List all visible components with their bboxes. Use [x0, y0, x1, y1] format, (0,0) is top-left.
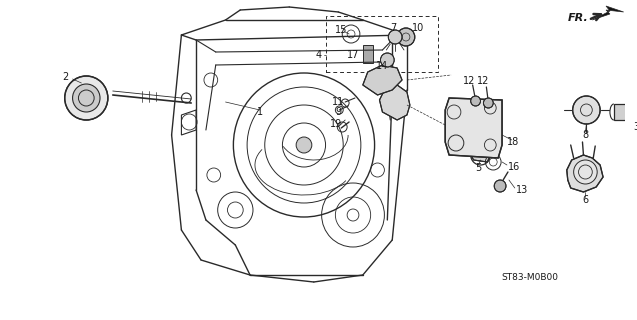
Text: 17: 17	[347, 50, 359, 60]
Circle shape	[471, 96, 480, 106]
Text: 8: 8	[582, 130, 589, 140]
Text: 13: 13	[516, 185, 528, 195]
Polygon shape	[567, 155, 603, 192]
Bar	[363, 45, 373, 63]
Circle shape	[494, 180, 506, 192]
Text: 1: 1	[257, 107, 263, 117]
Text: 2: 2	[62, 72, 69, 82]
Text: 12: 12	[462, 76, 475, 86]
Bar	[326, 16, 438, 72]
Polygon shape	[363, 65, 402, 95]
Text: 3: 3	[633, 122, 637, 132]
Text: 6: 6	[582, 195, 589, 205]
Text: 12: 12	[477, 76, 490, 86]
Circle shape	[73, 84, 100, 112]
Text: ST83-M0B00: ST83-M0B00	[501, 273, 558, 282]
Text: 7: 7	[390, 23, 396, 33]
Circle shape	[296, 137, 312, 153]
Circle shape	[483, 98, 493, 108]
Text: 19: 19	[330, 119, 343, 129]
Bar	[614, 104, 637, 120]
Polygon shape	[592, 6, 624, 20]
Circle shape	[574, 160, 597, 184]
Text: FR.: FR.	[568, 13, 589, 23]
Circle shape	[380, 53, 394, 67]
Text: 18: 18	[506, 137, 519, 147]
Text: 9: 9	[335, 107, 341, 117]
Text: 16: 16	[508, 162, 520, 172]
Circle shape	[65, 76, 108, 120]
Circle shape	[389, 30, 402, 44]
Polygon shape	[445, 98, 502, 158]
Polygon shape	[380, 85, 410, 120]
Text: 11: 11	[332, 97, 345, 107]
Text: 10: 10	[412, 23, 424, 33]
Text: 4: 4	[315, 50, 322, 60]
Circle shape	[573, 96, 600, 124]
Polygon shape	[471, 147, 490, 162]
Circle shape	[397, 28, 415, 46]
Text: 15: 15	[335, 25, 347, 35]
Text: 14: 14	[376, 61, 389, 71]
Text: 5: 5	[475, 163, 482, 173]
